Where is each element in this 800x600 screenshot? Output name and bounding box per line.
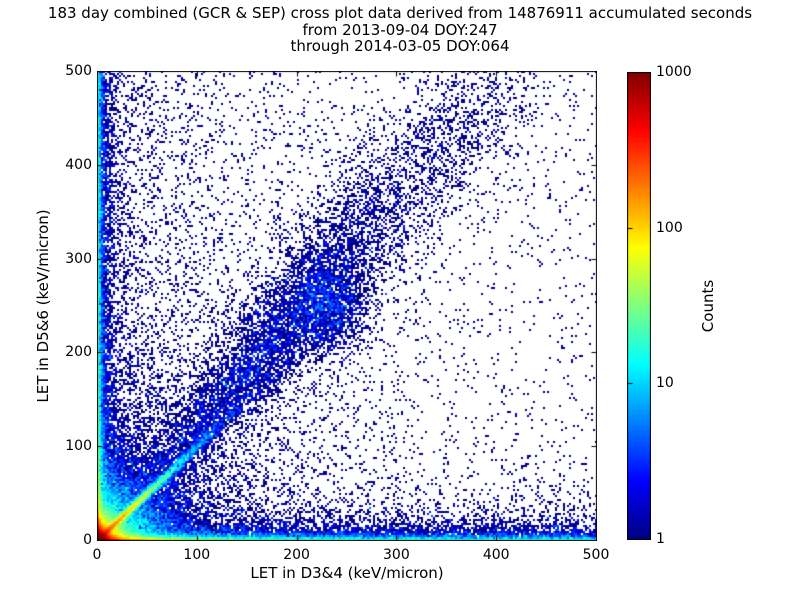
colorbar-tick-label: 100 xyxy=(656,219,683,236)
x-tick-label: 400 xyxy=(482,547,510,563)
y-tick-label: 500 xyxy=(65,63,92,79)
colorbar-label: Counts xyxy=(699,279,717,333)
plot-title-line-3: through 2014-03-05 DOY:064 xyxy=(290,37,510,55)
x-tick-label: 0 xyxy=(92,547,102,563)
x-tick-label: 500 xyxy=(582,547,610,563)
y-tick-label: 200 xyxy=(65,344,92,361)
x-tick-label: 200 xyxy=(283,547,310,563)
colorbar-tick-label: 1 xyxy=(656,531,665,547)
colorbar-tick-label: 1000 xyxy=(656,64,692,80)
y-tick-label: 400 xyxy=(65,156,92,173)
x-tick-label: 300 xyxy=(383,547,410,563)
y-tick-label: 100 xyxy=(65,438,92,455)
colorbar-canvas xyxy=(627,72,651,540)
scatter-heatmap-canvas xyxy=(97,71,597,541)
colorbar-tick-label: 10 xyxy=(656,375,674,392)
y-tick-label: 0 xyxy=(83,532,92,548)
x-tick-label: 100 xyxy=(183,547,211,563)
y-tick-label: 300 xyxy=(65,250,92,267)
colorbar xyxy=(627,72,651,540)
plot-title-line-2: from 2013-09-04 DOY:247 xyxy=(302,21,498,39)
plot-title-line-1: 183 day combined (GCR & SEP) cross plot … xyxy=(47,4,753,22)
y-axis-label: LET in D5&6 (keV/micron) xyxy=(34,209,52,403)
x-axis-label: LET in D3&4 (keV/micron) xyxy=(250,564,444,582)
plot-area xyxy=(97,71,597,541)
